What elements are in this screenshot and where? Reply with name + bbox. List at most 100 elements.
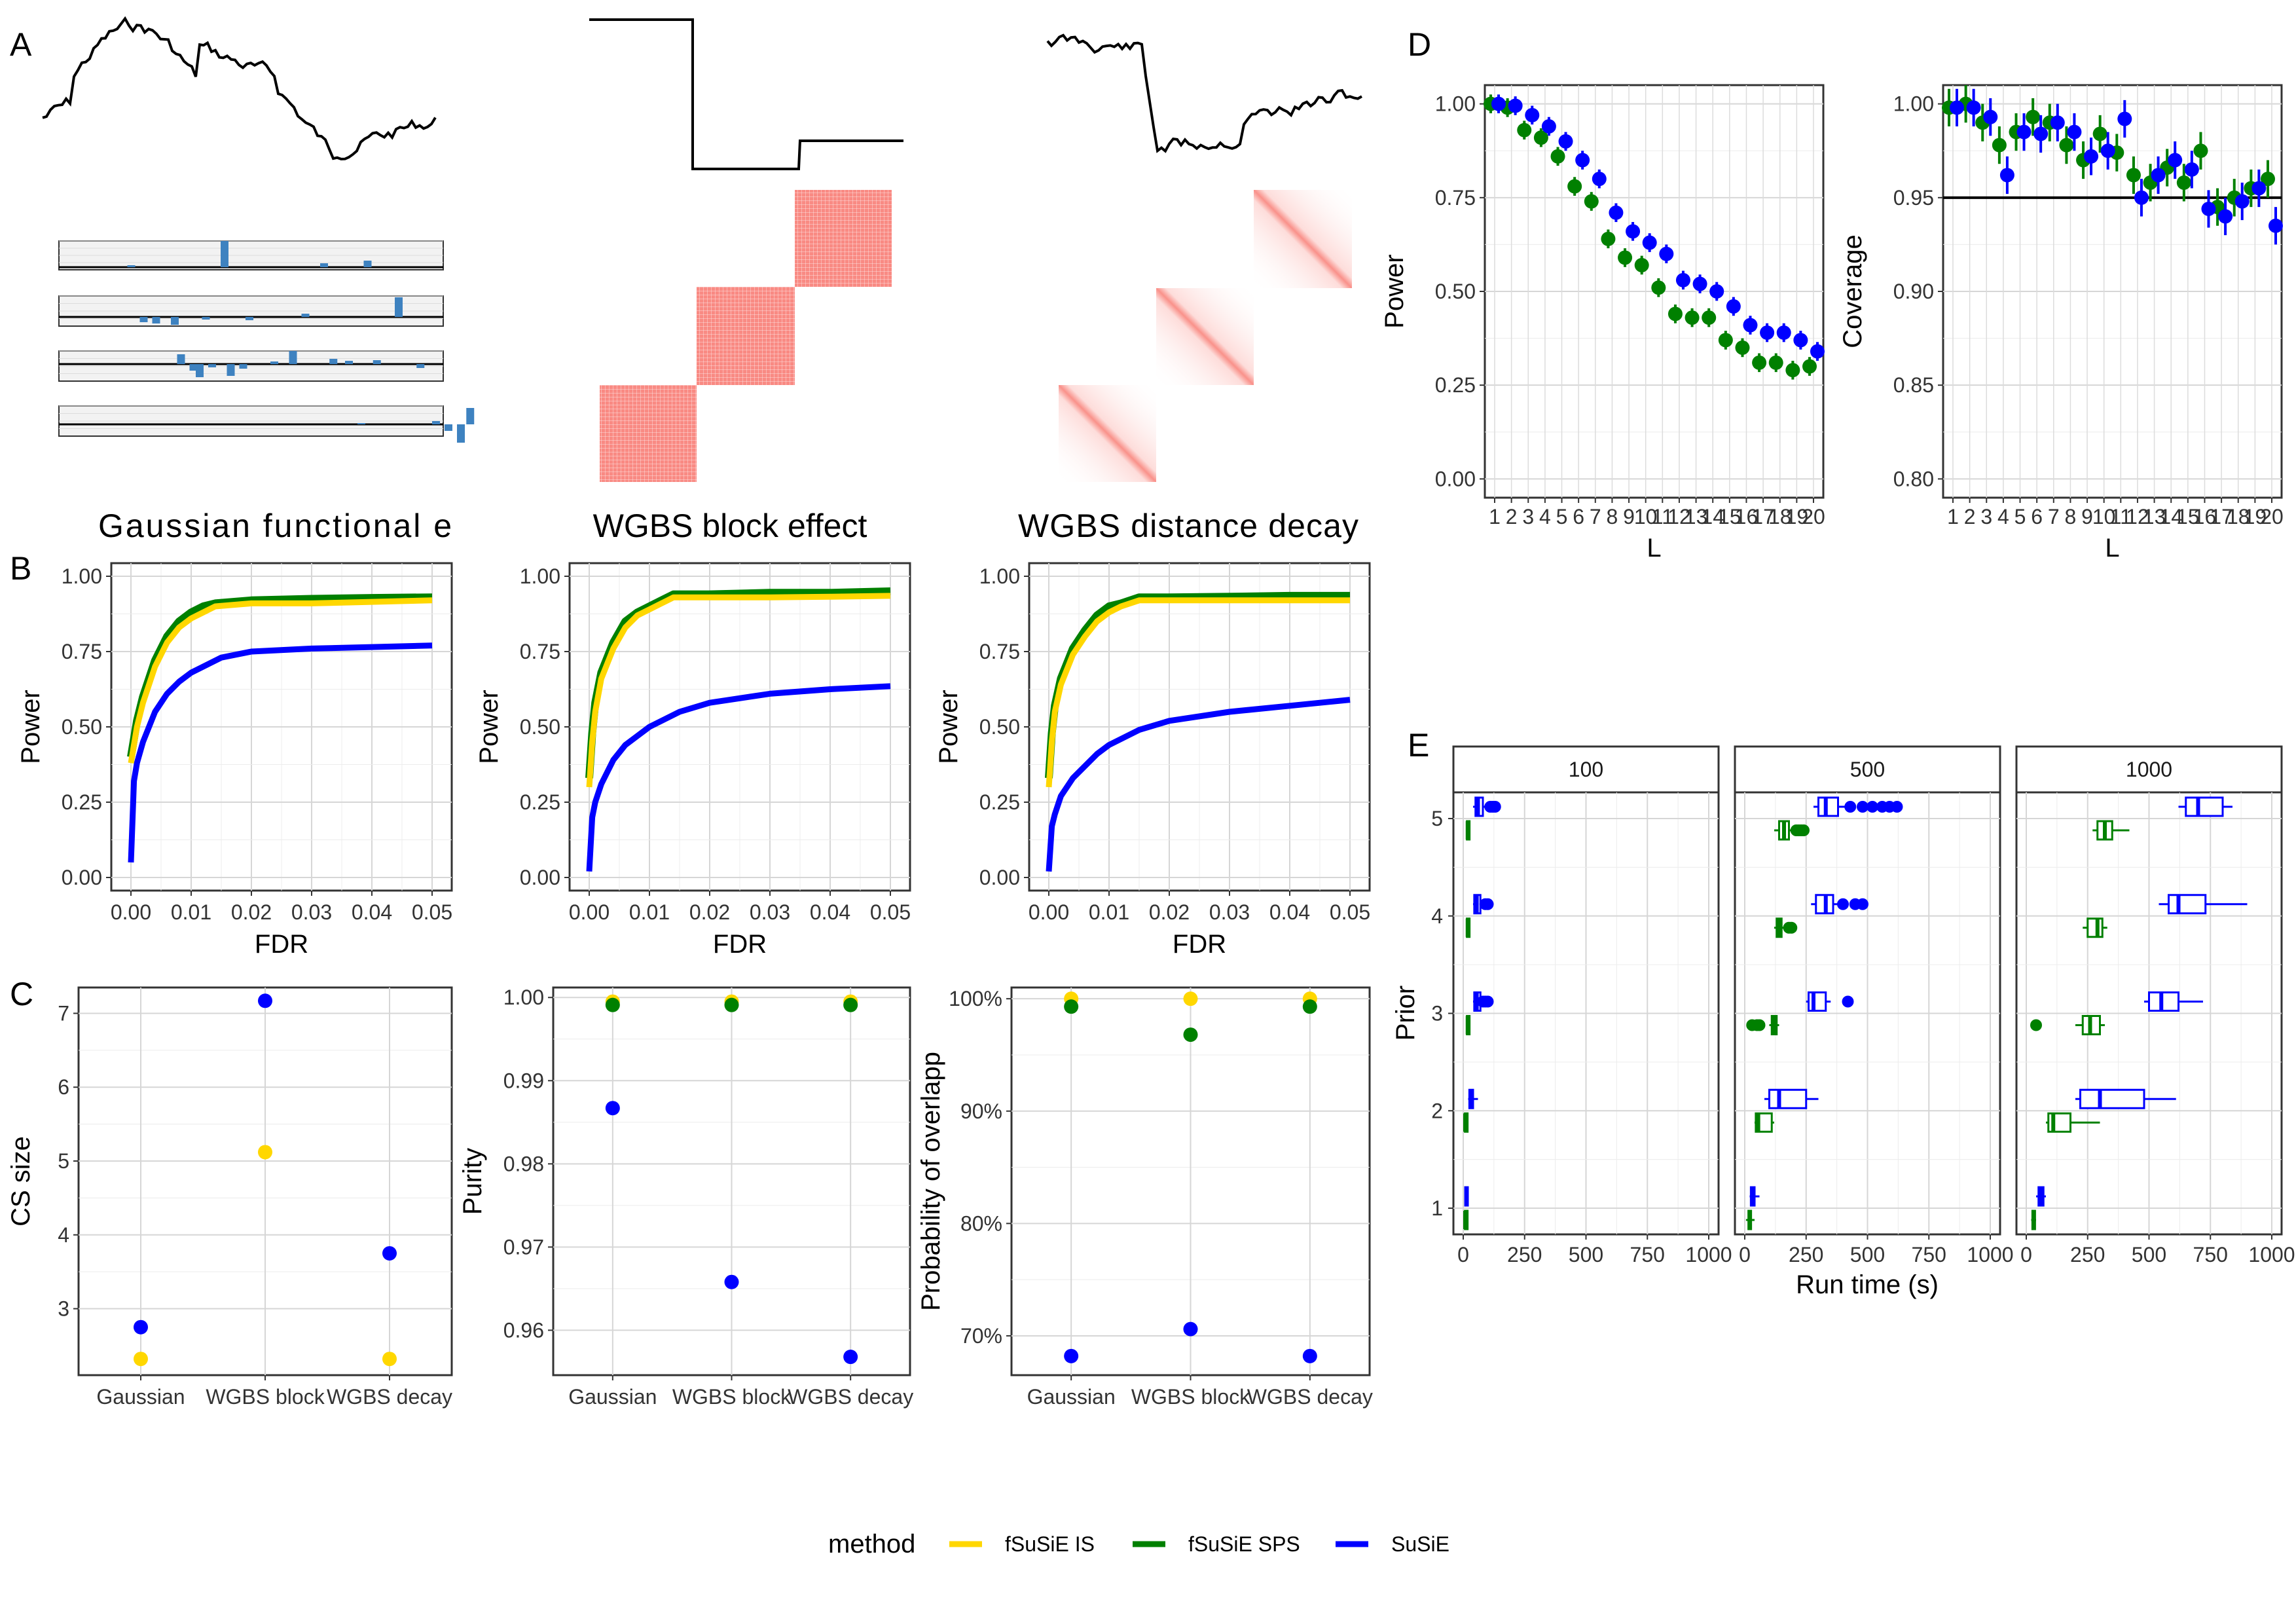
- x-tick-label: Gaussian: [96, 1385, 185, 1409]
- block-correlation-heatmap: [600, 190, 892, 482]
- panel-letter-b: B: [10, 550, 31, 587]
- legend-title: method: [828, 1530, 915, 1559]
- x-tick-label: 14: [2159, 505, 2183, 528]
- point-susie: [724, 1274, 739, 1289]
- point-susie: [1659, 246, 1674, 261]
- point-susie: [258, 993, 272, 1008]
- point-fsusie-sps: [605, 997, 620, 1012]
- point-fsusie-sps: [1601, 231, 1616, 246]
- x-tick-label: Gaussian: [1027, 1385, 1116, 1409]
- x-tick-label: 19: [2244, 505, 2267, 528]
- y-tick-label: 100%: [949, 987, 1002, 1010]
- point-susie: [1776, 325, 1791, 340]
- y-tick-label: 5: [1431, 807, 1443, 830]
- x-tick-label: 0.01: [1089, 900, 1129, 924]
- x-tick-label: 0.03: [750, 900, 790, 924]
- y-tick-label: 1.00: [979, 564, 1020, 588]
- x-tick-label: 15: [1718, 505, 1741, 528]
- series-line-susie: [1046, 697, 1351, 872]
- point-susie: [382, 1246, 397, 1261]
- y-tick-label: 0.90: [1893, 280, 1934, 303]
- effect-bar: [152, 317, 160, 323]
- x-tick-label: WGBS decay: [788, 1385, 913, 1409]
- x-tick-label: 750: [1630, 1243, 1665, 1266]
- x-tick-label: 0.00: [569, 900, 610, 924]
- y-tick-label: 0.50: [62, 715, 102, 739]
- x-tick-label: 0.05: [870, 900, 911, 924]
- x-tick-label: 5: [2014, 505, 2026, 528]
- effect-bar: [202, 317, 210, 320]
- point-susie: [1575, 153, 1590, 168]
- y-axis-label: Power: [1380, 254, 1409, 328]
- y-tick-label: 0.98: [503, 1152, 544, 1175]
- point-susie: [1592, 172, 1607, 187]
- x-tick-label: 0.00: [111, 900, 151, 924]
- y-tick-label: 0.50: [979, 715, 1020, 739]
- x-tick-label: 16: [1735, 505, 1758, 528]
- box-fsusie-sps: [2086, 917, 2104, 938]
- y-axis-label: Probability of overlapp: [917, 1052, 945, 1311]
- effect-bar: [221, 241, 228, 267]
- y-tick-label: 0.97: [503, 1235, 544, 1259]
- point-susie: [1966, 100, 1981, 115]
- point-fsusie-sps: [1992, 138, 2007, 153]
- outlier-susie: [1857, 898, 1868, 910]
- x-tick-label: 0.00: [1029, 900, 1069, 924]
- chart-d1: 0.000.250.500.751.001 2 3 4 5 6 7 8 910111213141…: [1380, 84, 1825, 563]
- point-susie: [1558, 134, 1573, 149]
- chart-title: WGBS block effect: [593, 507, 867, 544]
- outlier-susie: [1891, 801, 1903, 813]
- box-susie: [2148, 991, 2179, 1012]
- point-susie: [1983, 109, 1998, 124]
- y-tick-label: 3: [58, 1297, 69, 1321]
- box-susie: [2168, 894, 2207, 915]
- outlier-fsusie-sps: [2030, 1019, 2042, 1031]
- x-tick-label: 7: [2048, 505, 2060, 528]
- legend-label-susie: SuSiE: [1391, 1532, 1449, 1556]
- outlier-susie: [1482, 995, 1494, 1008]
- x-tick-label: Gaussian: [568, 1385, 657, 1409]
- decay-signal-curve: [1046, 33, 1362, 153]
- y-tick-label: 0.85: [1893, 373, 1934, 397]
- y-tick-label: 90%: [960, 1099, 1002, 1123]
- point-susie: [1810, 344, 1825, 359]
- x-tick-label: 12: [2126, 505, 2149, 528]
- x-tick-label: 12: [1667, 505, 1691, 528]
- x-tick-label: 18: [1768, 505, 1792, 528]
- y-tick-label: 0.00: [62, 866, 102, 889]
- legend-label-fsusie-is: fSuSiE IS: [1005, 1532, 1095, 1556]
- point-susie: [2084, 149, 2099, 164]
- effect-bar: [189, 364, 198, 371]
- outlier-fsusie-sps: [1753, 1019, 1766, 1031]
- y-tick-label: 0.80: [1893, 467, 1934, 490]
- x-tick-label: 19: [1785, 505, 1809, 528]
- effect-bar: [363, 261, 372, 267]
- x-axis-label: FDR: [1173, 930, 1226, 959]
- x-tick-label: 17: [1751, 505, 1775, 528]
- point-fsusie-is: [1183, 991, 1198, 1006]
- y-tick-label: 5: [58, 1149, 69, 1173]
- y-tick-label: 0.25: [520, 790, 560, 814]
- y-tick-label: 0.25: [1435, 373, 1476, 397]
- outlier-susie: [1844, 801, 1857, 813]
- point-fsusie-sps: [1802, 359, 1817, 374]
- x-tick-label: 500: [1850, 1243, 1885, 1266]
- chart-b2: 0.00 0.01 0.02 0.03 0.04 0.05 0.00 0.25 0.50 0.75…: [475, 507, 911, 959]
- chart-title: Gaussian functional e: [98, 507, 452, 544]
- point-susie: [1675, 272, 1690, 287]
- point-susie: [2201, 202, 2216, 216]
- outlier-susie: [1482, 898, 1494, 910]
- y-tick-label: 70%: [960, 1324, 1002, 1348]
- effect-bar: [246, 317, 253, 320]
- point-susie: [2218, 209, 2233, 224]
- box-susie: [2185, 796, 2224, 817]
- x-tick-label: 13: [2143, 505, 2166, 528]
- x-tick-label: 0.04: [352, 900, 392, 924]
- x-tick-label: 0: [2020, 1243, 2032, 1266]
- panel-letter-e: E: [1408, 727, 1429, 764]
- x-tick-label: 18: [2227, 505, 2250, 528]
- effect-bar: [177, 354, 185, 364]
- x-tick-label: 0.05: [1330, 900, 1370, 924]
- point-fsusie-is: [382, 1352, 397, 1367]
